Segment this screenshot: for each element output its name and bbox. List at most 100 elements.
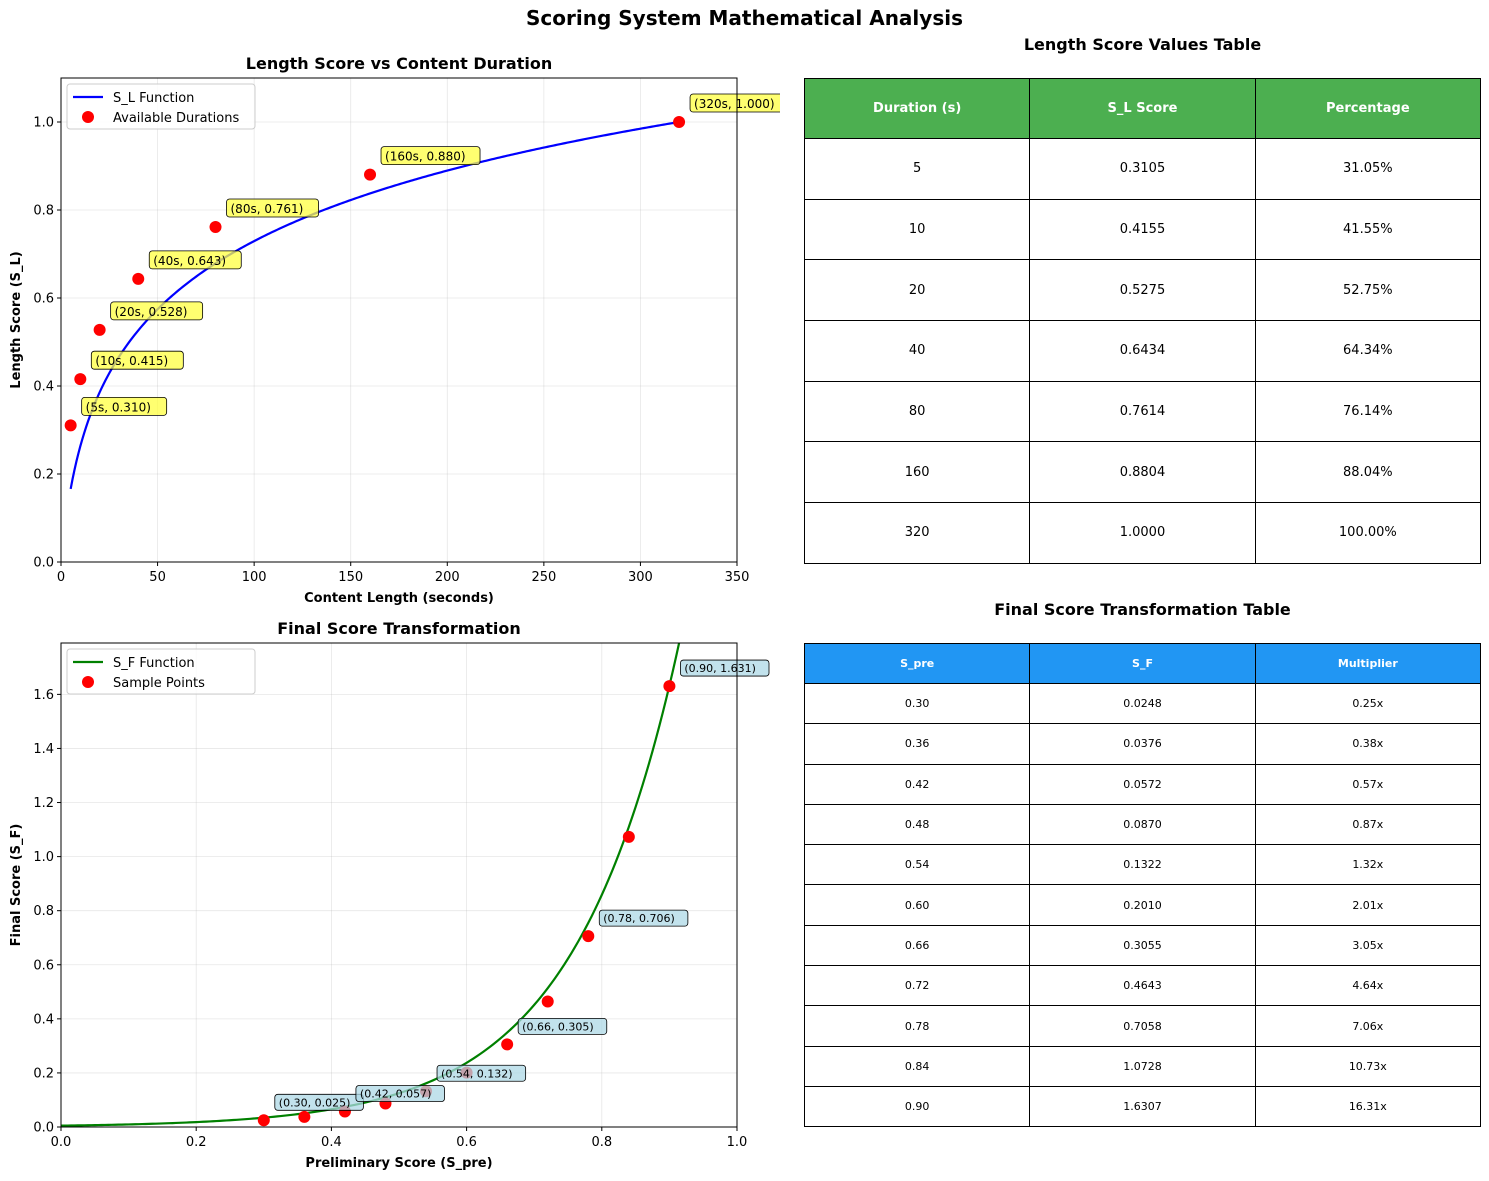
- table-cell: 10: [803, 198, 1031, 261]
- x-axis-label: Content Length (seconds): [304, 591, 494, 606]
- annotation-box: [380, 146, 481, 166]
- table-cell: 320: [803, 502, 1031, 564]
- table-cell: 0.8804: [1029, 441, 1256, 504]
- chart-title: Final Score Transformation: [277, 619, 521, 638]
- final-score-chart: (0.30, 0.025) (0.42, 0.057) (0.54, 0.132) (…: [9, 619, 770, 1171]
- table-cell: 52.75%: [1254, 259, 1482, 322]
- table-cell: 0.42: [803, 763, 1031, 805]
- table-cell: 40: [803, 320, 1031, 382]
- table-cell: 0.5275: [1029, 259, 1256, 322]
- y-tick-label: 0.8: [33, 204, 54, 219]
- table-cell: 0.54: [803, 844, 1031, 886]
- annotation-box: [148, 250, 242, 270]
- table-cell: 0.78: [803, 1005, 1031, 1047]
- table-row: 0.66 0.3055 3.05x: [803, 924, 1482, 967]
- table-cell: 0.36: [803, 723, 1031, 765]
- table-cell: 0.84: [803, 1045, 1031, 1087]
- column-header: S_pre: [803, 643, 1031, 684]
- column-header: S_L Score: [1029, 78, 1256, 139]
- table-cell: 1.0728: [1029, 1045, 1256, 1087]
- axes-frame: [60, 77, 738, 563]
- annotation-label: (160s, 0.880): [385, 150, 466, 164]
- table1-header-row: Duration (s) S_L Score Percentage: [803, 78, 1482, 139]
- table-cell: 31.05%: [1254, 138, 1482, 200]
- table-row: 320 1.0000 100.00%: [803, 502, 1482, 564]
- table-cell: 1.32x: [1254, 844, 1482, 886]
- figure-title: Scoring System Mathematical Analysis: [526, 6, 963, 30]
- table-row: 0.72 0.4643 4.64x: [803, 965, 1482, 1007]
- annotation-label: (0.54, 0.132): [441, 1067, 513, 1080]
- annotation-label: (0.90, 1.631): [684, 662, 756, 675]
- axes-frame: [60, 642, 738, 1128]
- column-header: S_F: [1029, 643, 1256, 684]
- y-tick-label: 1.6: [33, 688, 54, 703]
- legend-label: S_L Function: [113, 91, 194, 106]
- data-point: [93, 323, 106, 336]
- table-cell: 88.04%: [1254, 441, 1482, 504]
- table-row: 5 0.3105 31.05%: [803, 138, 1482, 200]
- data-point: [298, 1110, 311, 1123]
- legend-label: S_F Function: [113, 656, 195, 671]
- x-tick-label: 0.6: [456, 1135, 477, 1150]
- table-cell: 0.38x: [1254, 723, 1482, 765]
- chart-title: Length Score vs Content Duration: [246, 54, 552, 73]
- column-header: Percentage: [1254, 78, 1482, 139]
- table-cell: 3.05x: [1254, 924, 1482, 967]
- x-tick-label: 300: [628, 570, 653, 585]
- table-row: 0.48 0.0870 0.87x: [803, 803, 1482, 846]
- legend-box: [66, 648, 256, 695]
- annotation-label: (320s, 1.000): [694, 97, 775, 111]
- annotation-box: [90, 350, 184, 370]
- table-cell: 0.7058: [1029, 1005, 1256, 1047]
- function-curve: [69, 120, 680, 490]
- table-cell: 80: [803, 380, 1031, 443]
- annotation-label: (0.30, 0.025): [279, 1096, 351, 1109]
- table-row: 0.54 0.1322 1.32x: [803, 844, 1482, 886]
- y-tick-label: 0.0: [33, 1121, 54, 1136]
- table1-title: Length Score Values Table: [1023, 35, 1262, 54]
- data-point: [64, 419, 77, 432]
- table-cell: 76.14%: [1254, 380, 1482, 443]
- data-point: [257, 1114, 270, 1127]
- annotation-box: [680, 659, 770, 677]
- final-score-table: S_pre S_F Multiplier 0.30 0.0248 0.25x 0.36 0.…: [803, 643, 1482, 1128]
- x-tick-label: 0: [57, 570, 65, 585]
- y-tick-label: 0.6: [33, 958, 54, 973]
- table-cell: 0.2010: [1029, 884, 1256, 926]
- table-row: 80 0.7614 76.14%: [803, 380, 1482, 443]
- annotation-box: [689, 93, 780, 113]
- x-tick-label: 150: [338, 570, 363, 585]
- table-row: 0.60 0.2010 2.01x: [803, 884, 1482, 926]
- y-tick-label: 0.6: [33, 292, 54, 307]
- table-cell: 0.87x: [1254, 803, 1482, 846]
- table-cell: 0.7614: [1029, 380, 1256, 443]
- length-score-table: Duration (s) S_L Score Percentage 5 0.3105 3…: [803, 78, 1482, 564]
- legend-label: Available Durations: [113, 111, 239, 126]
- table-cell: 0.0248: [1029, 682, 1256, 725]
- y-tick-label: 1.0: [33, 116, 54, 131]
- annotation-label: (20s, 0.528): [115, 305, 188, 319]
- annotation-box: [598, 909, 689, 927]
- table-cell: 160: [803, 441, 1031, 504]
- table-row: 10 0.4155 41.55%: [803, 198, 1482, 261]
- column-header: Duration (s): [803, 78, 1031, 139]
- annotation-label: (10s, 0.415): [95, 354, 168, 368]
- table-cell: 41.55%: [1254, 198, 1482, 261]
- table-cell: 16.31x: [1254, 1085, 1482, 1128]
- y-axis-label: Final Score (S_F): [9, 824, 24, 947]
- y-tick-label: 0.0: [33, 556, 54, 571]
- y-tick-label: 0.2: [33, 468, 54, 483]
- data-point: [582, 930, 595, 943]
- x-tick-label: 50: [149, 570, 166, 585]
- data-point: [673, 116, 686, 128]
- y-tick-label: 1.0: [33, 850, 54, 865]
- table-row: 0.90 1.6307 16.31x: [803, 1085, 1482, 1128]
- annotation-box: [355, 1085, 445, 1102]
- table-row: 0.78 0.7058 7.06x: [803, 1005, 1482, 1047]
- y-tick-label: 0.4: [33, 380, 54, 395]
- table-cell: 0.1322: [1029, 844, 1256, 886]
- table-cell: 4.64x: [1254, 965, 1482, 1007]
- table-cell: 0.66: [803, 924, 1031, 967]
- table-row: 20 0.5275 52.75%: [803, 259, 1482, 322]
- data-point: [364, 168, 377, 181]
